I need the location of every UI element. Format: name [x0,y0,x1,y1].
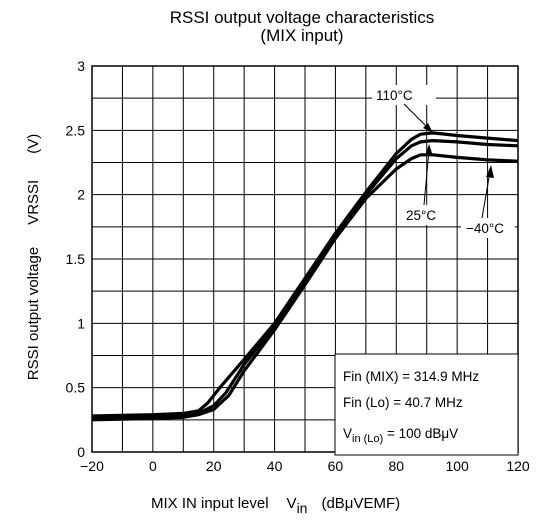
x-tick-label: 80 [388,458,404,474]
annotation-minus40c: −40°C [466,221,504,236]
condition-vin-lo: Vin (Lo) = 100 dBμV [343,426,458,445]
x-tick-label: 100 [445,458,469,474]
condition-vin-symbol: V [343,426,352,441]
y-axis-symbol: VRSSI [25,180,42,225]
series-lines [91,131,519,422]
x-axis-symbol-sub: in [297,500,308,516]
chart-title: RSSI output voltage characteristics [170,8,435,27]
x-axis-label-text: MIX IN input level [151,495,269,512]
x-axis-unit: (dBμVEMF) [321,495,400,512]
condition-vin-sub: in (Lo) [352,433,383,445]
x-tick-label: 40 [267,458,283,474]
x-tick-label: 120 [506,458,530,474]
annotations: 110°C 25°C −40°C [372,85,515,238]
annotation-25c: 25°C [406,208,436,223]
conditions-box: Fin (MIX) = 314.9 MHz Fin (Lo) = 40.7 MH… [334,353,519,456]
condition-fin-mix: Fin (MIX) = 314.9 MHz [343,369,479,384]
x-tick-label: 20 [206,458,222,474]
y-tick-labels: 0 0.5 1 1.5 2 2.5 3 [66,58,86,460]
y-tick-label: 2.5 [66,122,86,138]
y-tick-label: 0 [77,444,85,460]
series-line-2 [91,153,519,422]
y-tick-label: 1 [77,315,85,331]
x-tick-label: 60 [328,458,344,474]
x-tick-label: −20 [80,458,104,474]
plot-frame [91,65,519,453]
condition-vin-value: = 100 dBμV [383,426,458,441]
x-tick-label: 0 [149,458,157,474]
annotation-110c: 110°C [376,88,413,103]
y-tick-label: 0.5 [66,380,86,396]
x-axis-symbol: V [287,495,297,512]
x-tick-labels: −20 0 20 40 60 80 100 120 [80,458,530,474]
y-axis-unit: (V) [25,134,42,154]
y-tick-label: 3 [77,58,85,74]
x-axis-label: MIX IN input level Vin (dBμVEMF) [151,495,400,516]
y-tick-label: 1.5 [66,251,86,267]
y-axis-label: RSSI output voltage VRSSI (V) [25,134,42,380]
y-tick-label: 2 [77,187,85,203]
chart-subtitle: (MIX input) [260,26,343,45]
y-axis-label-text: RSSI output voltage [25,247,42,380]
condition-fin-lo: Fin (Lo) = 40.7 MHz [343,395,463,410]
